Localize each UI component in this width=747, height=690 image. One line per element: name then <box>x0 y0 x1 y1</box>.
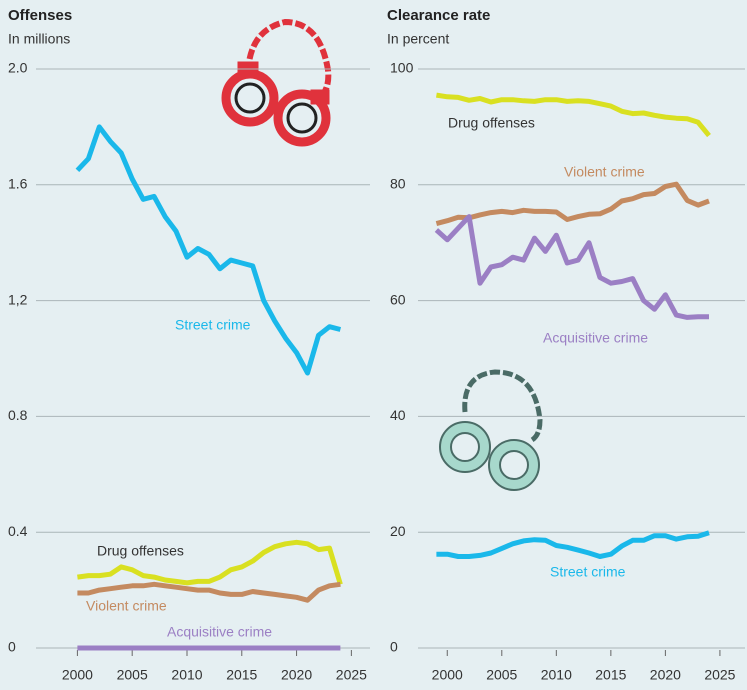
series-label: Violent crime <box>564 164 645 180</box>
handcuffs-icon <box>221 18 332 147</box>
x-tick-label: 2015 <box>226 667 257 683</box>
y-tick-label: 2.0 <box>8 60 28 76</box>
series-label: Drug offenses <box>448 115 535 131</box>
x-tick-label: 2020 <box>281 667 312 683</box>
y-tick-label: 1,2 <box>8 291 28 307</box>
chart-subtitle: In millions <box>8 31 70 47</box>
series-line <box>77 581 341 603</box>
x-tick-label: 2020 <box>650 667 681 683</box>
y-tick-label: 1.6 <box>8 176 28 192</box>
y-tick-label: 0.8 <box>8 407 28 423</box>
y-tick-label: 0 <box>8 639 16 655</box>
x-tick-label: 2000 <box>432 667 463 683</box>
chart-title: Clearance rate <box>387 7 490 24</box>
x-tick-label: 2000 <box>62 667 93 683</box>
series-label: Street crime <box>175 317 251 333</box>
series-label: Acquisitive crime <box>167 624 272 640</box>
x-tick-label: 2025 <box>704 667 735 683</box>
series-line <box>434 214 709 320</box>
series-label: Street crime <box>550 564 626 580</box>
series-line <box>436 530 710 559</box>
x-tick-label: 2005 <box>117 667 148 683</box>
y-tick-label: 80 <box>390 176 406 192</box>
x-tick-label: 2010 <box>541 667 572 683</box>
chart-subtitle: In percent <box>387 31 449 47</box>
y-tick-label: 0.4 <box>8 523 28 539</box>
x-tick-label: 2025 <box>336 667 367 683</box>
y-tick-label: 0 <box>390 639 398 655</box>
x-tick-label: 2015 <box>595 667 626 683</box>
x-tick-label: 2010 <box>171 667 202 683</box>
series-line <box>75 124 342 376</box>
x-tick-label: 2005 <box>486 667 517 683</box>
series-label: Violent crime <box>86 598 167 614</box>
handcuffs-icon <box>439 369 543 491</box>
y-tick-label: 40 <box>390 407 406 423</box>
series-line <box>435 181 710 227</box>
y-tick-label: 60 <box>390 291 406 307</box>
series-line <box>436 92 711 138</box>
chart-title: Offenses <box>8 7 72 24</box>
y-tick-label: 20 <box>390 523 406 539</box>
series-line <box>77 539 343 586</box>
series-label: Drug offenses <box>97 543 184 559</box>
series-label: Acquisitive crime <box>543 330 648 346</box>
y-tick-label: 100 <box>390 60 414 76</box>
